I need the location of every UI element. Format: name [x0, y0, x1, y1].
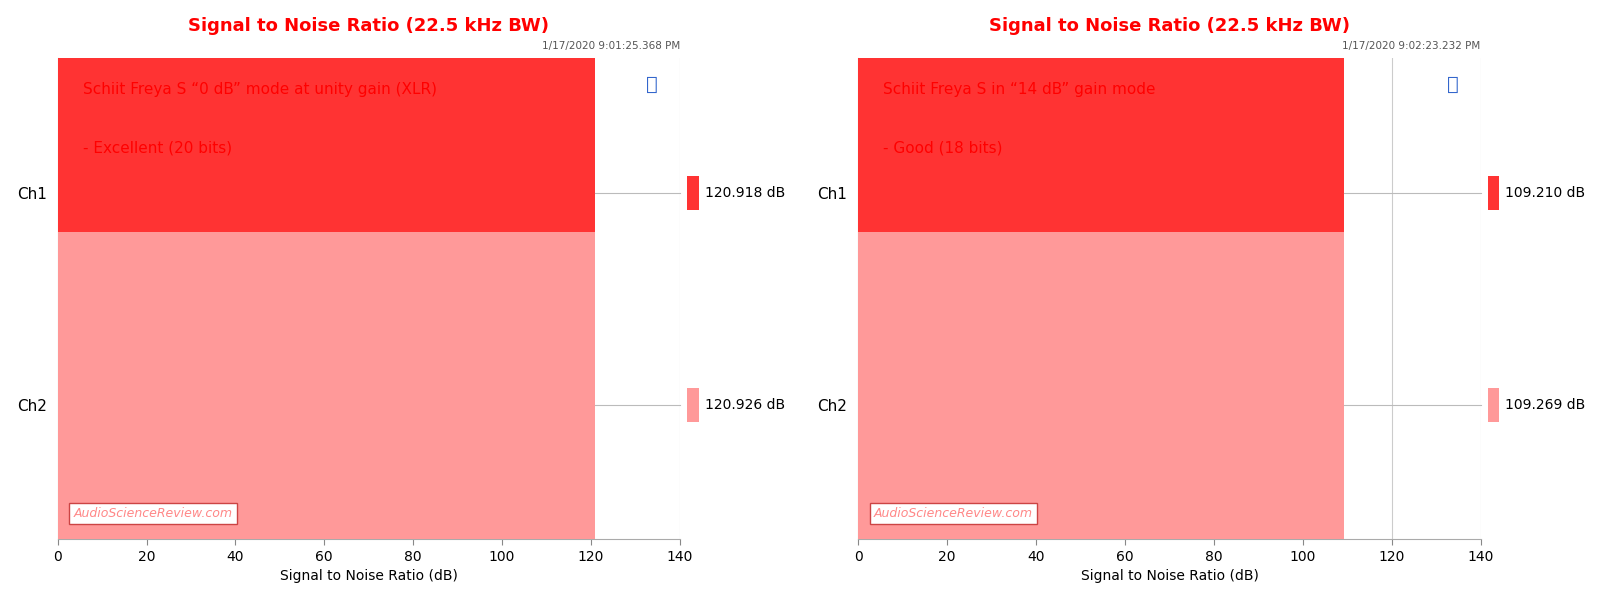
Text: - Good (18 bits): - Good (18 bits) [883, 140, 1003, 155]
FancyBboxPatch shape [688, 388, 699, 422]
X-axis label: Signal to Noise Ratio (dB): Signal to Noise Ratio (dB) [280, 569, 458, 583]
Text: - Excellent (20 bits): - Excellent (20 bits) [83, 140, 232, 155]
Text: AudioScienceReview.com: AudioScienceReview.com [74, 507, 232, 520]
Bar [58, 20, 595, 366]
Text: Schiit Freya S “0 dB” mode at unity gain (XLR): Schiit Freya S “0 dB” mode at unity gain… [83, 82, 437, 97]
Text: Ⓐ: Ⓐ [646, 75, 658, 94]
Text: AudioScienceReview.com: AudioScienceReview.com [874, 507, 1034, 520]
Text: 1/17/2020 9:01:25.368 PM: 1/17/2020 9:01:25.368 PM [541, 41, 680, 51]
Title: Signal to Noise Ratio (22.5 kHz BW): Signal to Noise Ratio (22.5 kHz BW) [189, 17, 549, 35]
Text: 1/17/2020 9:02:23.232 PM: 1/17/2020 9:02:23.232 PM [1342, 41, 1480, 51]
Text: 109.210 dB: 109.210 dB [1506, 186, 1586, 200]
Bar [858, 232, 1344, 578]
Text: Ⓐ: Ⓐ [1446, 75, 1459, 94]
Text: 120.918 dB: 120.918 dB [704, 186, 786, 200]
Title: Signal to Noise Ratio (22.5 kHz BW): Signal to Noise Ratio (22.5 kHz BW) [989, 17, 1350, 35]
Text: Schiit Freya S in “14 dB” gain mode: Schiit Freya S in “14 dB” gain mode [883, 82, 1155, 97]
FancyBboxPatch shape [1488, 176, 1499, 210]
Bar [858, 20, 1344, 366]
Bar [58, 232, 595, 578]
X-axis label: Signal to Noise Ratio (dB): Signal to Noise Ratio (dB) [1080, 569, 1258, 583]
Text: 109.269 dB: 109.269 dB [1506, 398, 1586, 412]
FancyBboxPatch shape [688, 176, 699, 210]
FancyBboxPatch shape [1488, 388, 1499, 422]
Text: 120.926 dB: 120.926 dB [704, 398, 786, 412]
